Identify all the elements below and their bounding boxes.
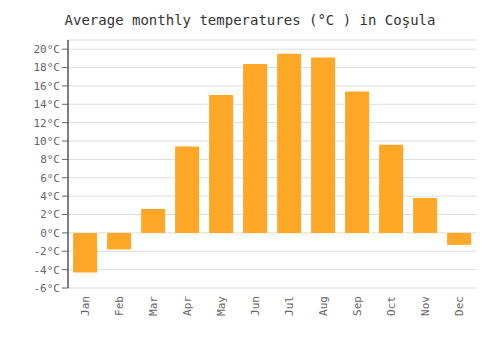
svg-text:20°C: 20°C bbox=[34, 43, 61, 56]
svg-text:16°C: 16°C bbox=[34, 80, 61, 93]
svg-text:-2°C: -2°C bbox=[34, 245, 61, 258]
svg-text:Jul: Jul bbox=[283, 296, 296, 316]
svg-text:14°C: 14°C bbox=[34, 98, 61, 111]
svg-text:10°C: 10°C bbox=[34, 135, 61, 148]
html-text:Average monthly temperatures (: Average monthly temperatures (°C ) in Co… bbox=[64, 12, 436, 28]
svg-text:Aug: Aug bbox=[317, 296, 330, 316]
svg-text:18°C: 18°C bbox=[34, 61, 61, 74]
svg-text:4°C: 4°C bbox=[40, 190, 60, 203]
svg-text:Nov: Nov bbox=[419, 296, 432, 316]
svg-text:Mar: Mar bbox=[147, 296, 160, 316]
svg-text:Feb: Feb bbox=[113, 296, 126, 316]
svg-text:Dec: Dec bbox=[453, 296, 466, 316]
svg-text:2°C: 2°C bbox=[40, 208, 60, 221]
svg-text:May: May bbox=[215, 296, 228, 316]
svg-text:-4°C: -4°C bbox=[34, 264, 61, 277]
svg-text:-6°C: -6°C bbox=[34, 282, 61, 295]
svg-text:Sep: Sep bbox=[351, 296, 364, 316]
svg-text:Jan: Jan bbox=[79, 296, 92, 316]
svg-text:12°C: 12°C bbox=[34, 117, 61, 130]
svg-text:Jun: Jun bbox=[249, 296, 262, 316]
svg-text:8°C: 8°C bbox=[40, 153, 60, 166]
svg-text:6°C: 6°C bbox=[40, 172, 60, 185]
svg-text:Apr: Apr bbox=[181, 296, 194, 316]
svg-text:Oct: Oct bbox=[385, 296, 398, 316]
svg-text:0°C: 0°C bbox=[40, 227, 60, 240]
